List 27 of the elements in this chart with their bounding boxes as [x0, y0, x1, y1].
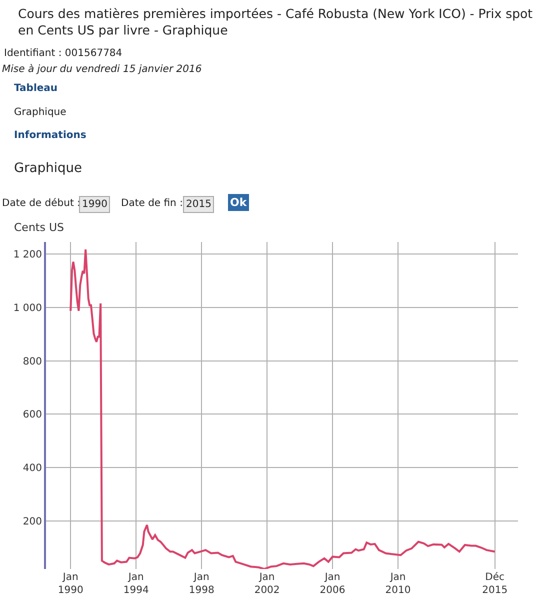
text: Date de début :: [2, 198, 80, 209]
text: Graphique: [14, 107, 66, 118]
x-tick-label: Jan 2010: [385, 572, 411, 596]
x-tick-label: Jan 2002: [254, 572, 280, 596]
y-tick-label: 600: [22, 410, 42, 421]
x-tick-label: Jan 1994: [123, 572, 149, 596]
y-tick-label: 200: [22, 516, 42, 528]
text: Informations: [14, 130, 86, 141]
y-tick-label: 1 200: [13, 250, 42, 261]
y-tick-label: 800: [22, 356, 42, 368]
y-tick-label: 400: [22, 463, 42, 474]
text: 1990: [82, 199, 108, 210]
text: 2015: [186, 199, 212, 210]
line-series: [70, 248, 496, 569]
text: Graphique: [14, 161, 82, 176]
text: Identifiant : 001567784: [4, 48, 122, 59]
x-tick-label: Jan 1998: [188, 572, 214, 596]
text: Mise à jour du vendredi 15 janvier 2016: [2, 64, 202, 75]
x-tick-label: Jan 1990: [58, 572, 84, 596]
x-tick-label: Déc 2015: [482, 572, 508, 596]
chart-title: Cours des matières premières importées - Café Robusta (New York ICO) - Prix spot en Cents US par livre - Graphique: [18, 6, 533, 38]
y-tick-label: 1 000: [13, 302, 42, 314]
text: Ok: [230, 196, 248, 209]
x-tick-label: Jan 2006: [320, 572, 346, 596]
y-axis-title: Cents US: [14, 221, 64, 234]
text: Tableau: [14, 83, 58, 94]
text: Date de fin :: [121, 198, 183, 209]
